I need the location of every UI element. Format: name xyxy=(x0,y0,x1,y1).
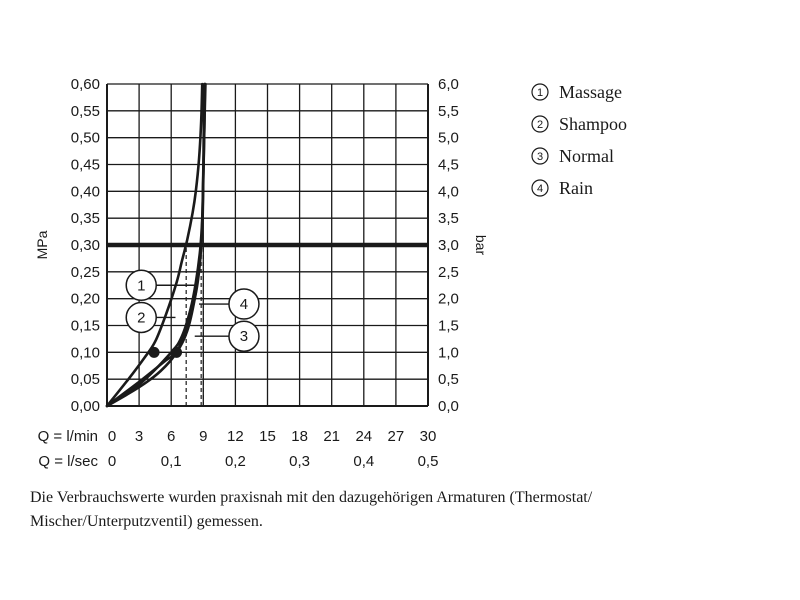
y-tick-left: 0,45 xyxy=(71,157,100,174)
measurement-note: Die Verbrauchswerte wurden praxisnah mit… xyxy=(30,489,593,530)
y-tick-left: 0,40 xyxy=(71,183,100,200)
series-layer xyxy=(105,82,207,408)
y-tick-left: 0,35 xyxy=(71,210,100,227)
x-tick-lmin: 27 xyxy=(388,428,405,445)
tick-labels: 0,000,050,100,150,200,250,300,350,400,45… xyxy=(38,76,459,470)
y-tick-left: 0,25 xyxy=(71,264,100,281)
y-tick-left: 0,60 xyxy=(71,76,100,93)
callout-marker xyxy=(125,301,157,334)
legend-marker xyxy=(531,147,549,165)
callout-marker xyxy=(228,288,260,320)
legend-item: 4 Rain xyxy=(531,178,593,198)
legend-label: Shampoo xyxy=(559,114,627,134)
callout-number: 2 xyxy=(137,309,145,326)
y-tick-right: 3,0 xyxy=(438,237,459,254)
x-tick-lmin: 15 xyxy=(259,428,276,445)
y-tick-left: 0,10 xyxy=(71,344,100,361)
y-tick-left: 0,00 xyxy=(71,398,100,415)
y-tick-right: 3,5 xyxy=(438,210,459,227)
x-tick-lsec: 0,1 xyxy=(161,453,182,470)
y-tick-left: 0,15 xyxy=(71,318,100,335)
x-tick-lsec: 0,4 xyxy=(353,453,374,470)
y-tick-right: 1,0 xyxy=(438,344,459,361)
callout-number: 1 xyxy=(137,277,145,294)
x-tick-lmin: 24 xyxy=(355,428,372,445)
x-tick-lmin: 9 xyxy=(199,428,207,445)
series-rain-line xyxy=(105,82,207,408)
x-row2-label: Q = l/sec xyxy=(38,453,98,470)
x-tick-lmin: 6 xyxy=(167,428,175,445)
legend-marker xyxy=(531,83,549,101)
left-axis-title: MPa xyxy=(34,230,50,259)
y-tick-right: 2,5 xyxy=(438,264,459,281)
operating-points xyxy=(148,346,183,358)
y-tick-right: 5,0 xyxy=(438,130,459,147)
y-tick-right: 5,5 xyxy=(438,103,459,120)
x-tick-lmin: 0 xyxy=(108,428,116,445)
legend-marker-number: 1 xyxy=(537,87,543,99)
callouts: 1 2 4 3 xyxy=(125,269,260,352)
legend-marker-number: 3 xyxy=(537,151,543,163)
x-row1-label: Q = l/min xyxy=(38,428,98,445)
y-tick-right: 6,0 xyxy=(438,76,459,93)
legend-label: Massage xyxy=(559,82,622,102)
x-tick-lsec: 0,2 xyxy=(225,453,246,470)
legend-item: 3 Normal xyxy=(531,146,614,166)
x-tick-lmin: 30 xyxy=(420,428,437,445)
x-tick-lmin: 18 xyxy=(291,428,308,445)
callout-marker xyxy=(125,269,157,301)
legend-marker xyxy=(531,115,549,133)
y-tick-right: 4,0 xyxy=(438,183,459,200)
operating-point xyxy=(148,346,160,358)
x-tick-lmin: 3 xyxy=(135,428,143,445)
legend-marker xyxy=(531,179,549,197)
y-tick-right: 0,0 xyxy=(438,398,459,415)
callout-marker xyxy=(228,320,260,352)
legend: 1 Massage 2 Shampoo 3 Normal 4 Rain xyxy=(531,82,627,198)
legend-marker-number: 4 xyxy=(537,183,543,195)
legend-item: 1 Massage xyxy=(531,82,622,102)
series-massage-line xyxy=(105,82,204,408)
x-tick-lsec: 0 xyxy=(108,453,116,470)
x-tick-lmin: 12 xyxy=(227,428,244,445)
y-tick-right: 1,5 xyxy=(438,318,459,335)
x-tick-lsec: 0,3 xyxy=(289,453,310,470)
x-tick-lsec: 0,5 xyxy=(418,453,439,470)
y-tick-right: 2,0 xyxy=(438,291,459,308)
y-tick-left: 0,55 xyxy=(71,103,100,120)
legend-marker-number: 2 xyxy=(537,119,543,131)
y-tick-left: 0,30 xyxy=(71,237,100,254)
right-axis-title: bar xyxy=(473,235,489,256)
y-tick-right: 4,5 xyxy=(438,157,459,174)
y-tick-right: 0,5 xyxy=(438,371,459,388)
callout-number: 3 xyxy=(240,328,248,345)
y-tick-left: 0,20 xyxy=(71,291,100,308)
y-tick-left: 0,50 xyxy=(71,130,100,147)
y-tick-left: 0,05 xyxy=(71,371,100,388)
callout-number: 4 xyxy=(240,296,248,313)
legend-item: 2 Shampoo xyxy=(531,114,627,134)
legend-label: Rain xyxy=(559,178,593,198)
x-tick-lmin: 21 xyxy=(323,428,340,445)
operating-point xyxy=(171,346,183,358)
legend-label: Normal xyxy=(559,146,614,166)
